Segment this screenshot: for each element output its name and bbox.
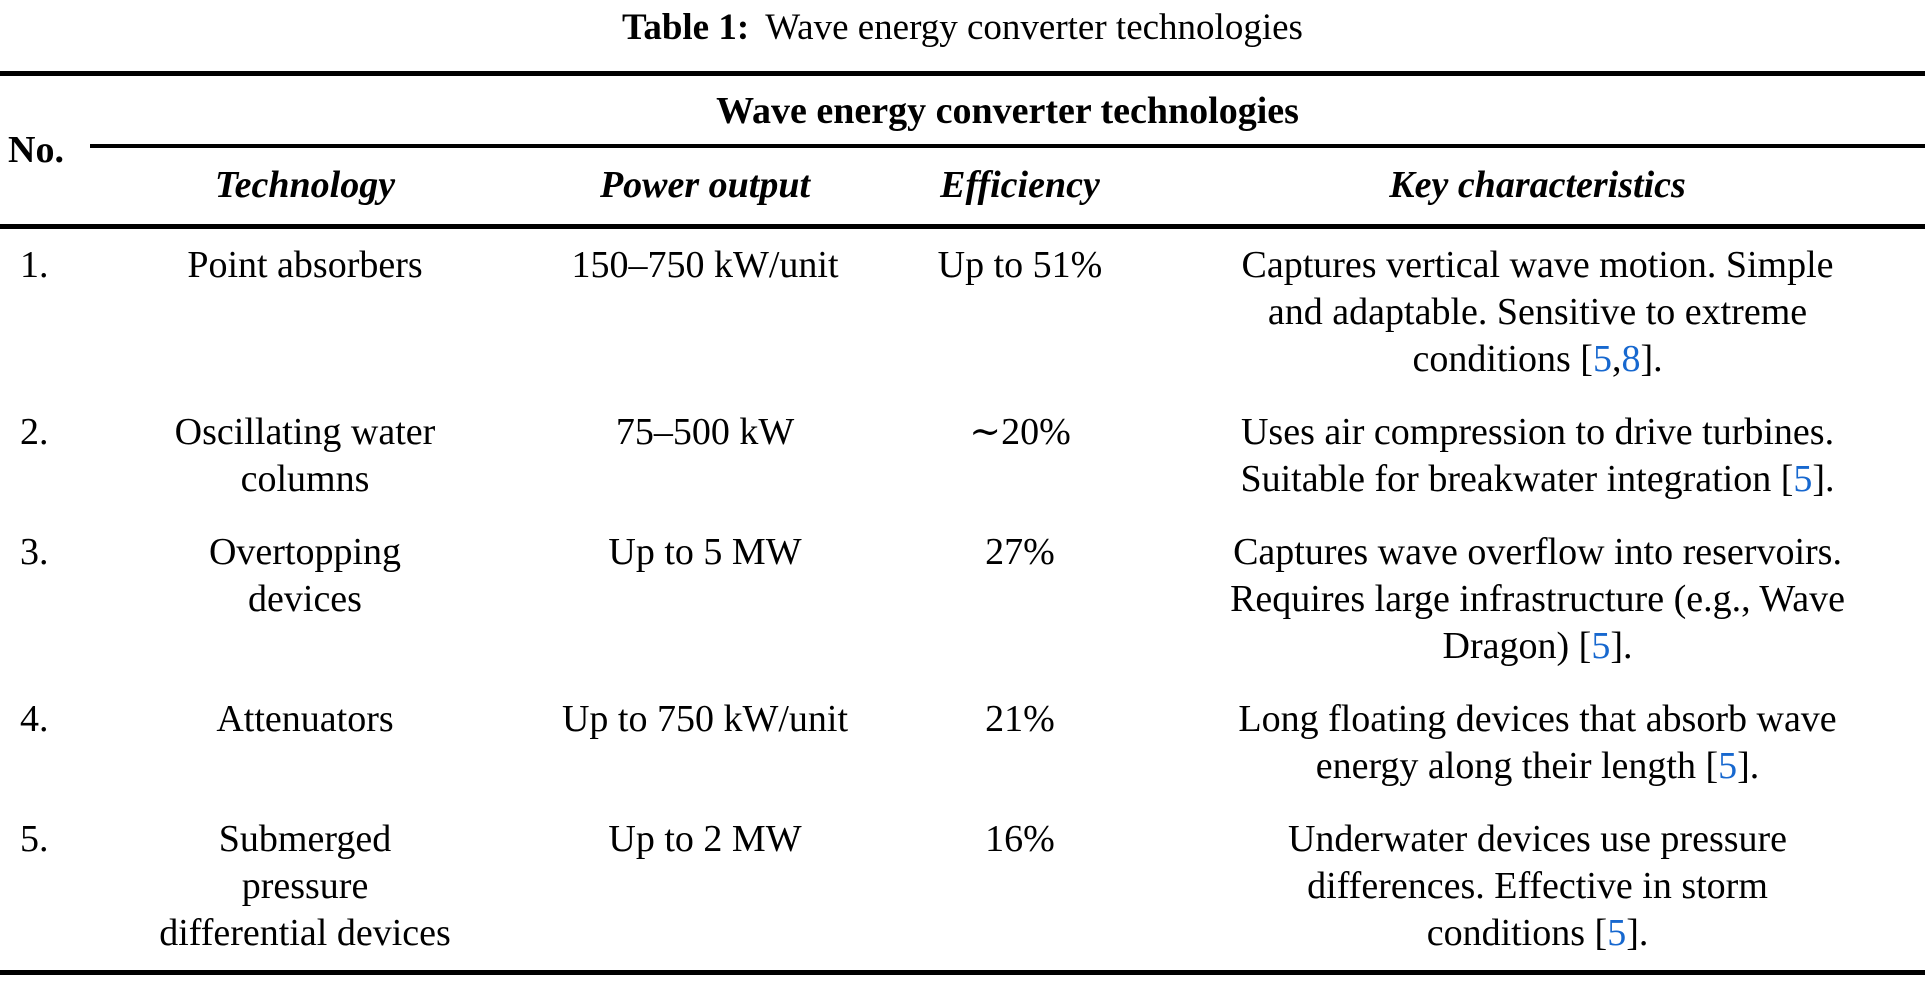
wave-energy-table: No. Wave energy converter technologies T… [0, 71, 1925, 975]
technology-cell: Attenuators [216, 698, 394, 740]
row-number-cell: 2. [20, 411, 49, 453]
group-header: Wave energy converter technologies [90, 73, 1925, 148]
citation-link[interactable]: 5 [1607, 912, 1627, 954]
citation-link[interactable]: 5 [1592, 338, 1612, 380]
technology-cell: Oscillating water columns [174, 411, 436, 500]
power-output-cell: Up to 2 MW [608, 818, 802, 860]
table-row: 5. Submerged pressure differential device… [0, 803, 1925, 973]
key-characteristics-cell: Long floating devices that absorb wave e… [1238, 698, 1837, 787]
efficiency-cell: Up to 51% [937, 244, 1103, 286]
technology-cell: Overtopping devices [208, 531, 402, 620]
citation-link[interactable]: 5 [1793, 458, 1813, 500]
column-header-efficiency: Efficiency [890, 146, 1150, 229]
technology-cell: Point absorbers [187, 244, 423, 286]
citation-link[interactable]: 8 [1621, 338, 1641, 380]
key-characteristics-cell: Uses air compression to drive turbines. … [1240, 411, 1835, 500]
efficiency-cell: 27% [985, 531, 1055, 573]
power-output-cell: Up to 5 MW [608, 531, 802, 573]
table-row: 2. Oscillating water columns 75–500 kW ∼20%… [0, 396, 1925, 516]
table-body: 1. Point absorbers 150–750 kW/unit Up to 51… [0, 227, 1925, 973]
table-row: 4. Attenuators Up to 750 kW/unit 21% Long fl… [0, 683, 1925, 803]
caption-title: Wave energy converter technologies [765, 7, 1303, 48]
column-header-key-characteristics: Key characteristics [1150, 146, 1925, 229]
column-header-no: No. [0, 73, 90, 229]
citation-link[interactable]: 5 [1718, 745, 1738, 787]
column-header-power-output: Power output [520, 146, 890, 229]
power-output-cell: 75–500 kW [615, 411, 795, 453]
caption-label: Table 1: [622, 7, 750, 48]
power-output-cell: Up to 750 kW/unit [561, 698, 849, 740]
table-header: No. Wave energy converter technologies T… [0, 73, 1925, 229]
row-number-cell: 5. [20, 818, 49, 860]
table-row: 3. Overtopping devices Up to 5 MW 27% Captur… [0, 516, 1925, 683]
technology-cell: Submerged pressure differential devices [159, 818, 451, 954]
efficiency-cell: 16% [985, 818, 1055, 860]
column-header-row: Technology Power output Efficiency Key c… [0, 146, 1925, 229]
column-header-technology: Technology [90, 146, 520, 229]
key-characteristics-cell: Underwater devices use pressure differen… [1287, 818, 1788, 954]
table-row: 1. Point absorbers 150–750 kW/unit Up to 51… [0, 227, 1925, 397]
group-header-row: No. Wave energy converter technologies [0, 73, 1925, 229]
key-characteristics-cell: Captures vertical wave motion. Simple an… [1241, 244, 1834, 380]
power-output-cell: 150–750 kW/unit [571, 244, 839, 286]
efficiency-cell: ∼20% [969, 411, 1071, 453]
table-caption: Table 1: Wave energy converter technologi… [0, 4, 1925, 51]
citation-link[interactable]: 5 [1591, 625, 1611, 667]
row-number-cell: 1. [20, 244, 49, 286]
efficiency-cell: 21% [985, 698, 1055, 740]
key-characteristics-cell: Captures wave overflow into reservoirs. … [1230, 531, 1845, 667]
row-number-cell: 3. [20, 531, 49, 573]
row-number-cell: 4. [20, 698, 49, 740]
